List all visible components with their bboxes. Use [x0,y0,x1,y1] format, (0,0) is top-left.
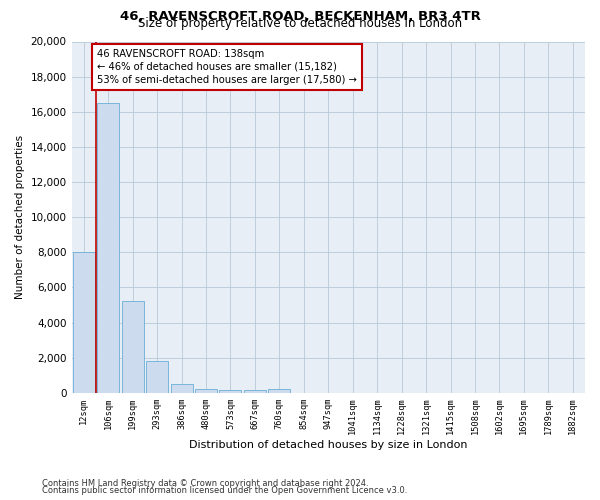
Bar [170,384,193,393]
Bar [146,361,168,393]
Text: Contains HM Land Registry data © Crown copyright and database right 2024.: Contains HM Land Registry data © Crown c… [42,478,368,488]
Bar [195,390,217,393]
Bar [268,390,290,393]
Bar [220,390,241,393]
Y-axis label: Number of detached properties: Number of detached properties [15,135,25,299]
X-axis label: Distribution of detached houses by size in London: Distribution of detached houses by size … [189,440,467,450]
Text: 46, RAVENSCROFT ROAD, BECKENHAM, BR3 4TR: 46, RAVENSCROFT ROAD, BECKENHAM, BR3 4TR [119,10,481,23]
Text: Size of property relative to detached houses in London: Size of property relative to detached ho… [138,18,462,30]
Bar [73,252,95,393]
Bar [97,103,119,393]
Bar [122,302,143,393]
Bar [244,390,266,393]
Text: 46 RAVENSCROFT ROAD: 138sqm
← 46% of detached houses are smaller (15,182)
53% of: 46 RAVENSCROFT ROAD: 138sqm ← 46% of det… [97,48,357,85]
Text: Contains public sector information licensed under the Open Government Licence v3: Contains public sector information licen… [42,486,407,495]
